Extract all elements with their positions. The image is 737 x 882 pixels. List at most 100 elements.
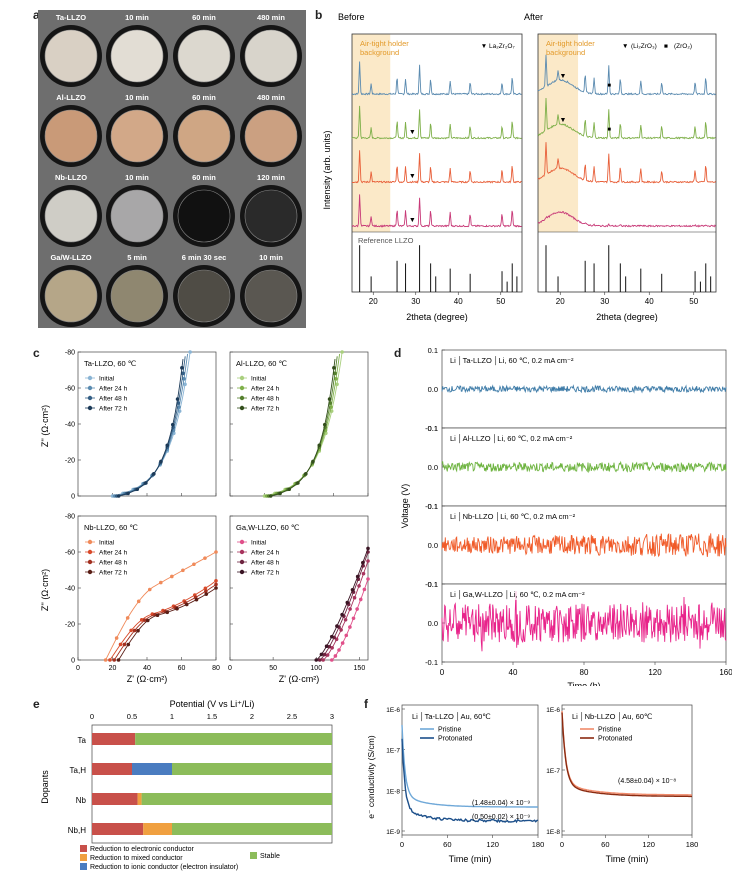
eis-point — [145, 618, 150, 623]
pellet-sample — [177, 189, 231, 243]
label-bg — [448, 511, 598, 522]
la2zr2o7-marker: ▼ — [409, 129, 416, 136]
eis-point — [340, 641, 345, 645]
eis-point — [183, 382, 187, 387]
pellet-label: 5 min — [127, 253, 147, 262]
eis-point — [344, 633, 349, 638]
pellet-label: Al-LLZO — [56, 93, 86, 102]
eis-point — [203, 556, 207, 560]
bar-segment — [141, 793, 332, 805]
pellet-sample — [177, 269, 231, 323]
eis-point — [116, 658, 121, 662]
x-axis-label: Time (min) — [449, 854, 492, 864]
pellet-sample — [110, 29, 164, 83]
eis-point — [129, 628, 133, 633]
bar-segment — [132, 763, 172, 775]
legend-label: After 72 h — [99, 570, 128, 577]
x-tick-label: 40 — [509, 668, 518, 677]
x-tick-label: 120 — [486, 840, 499, 849]
x-tick-label: 80 — [580, 668, 589, 677]
eis-point — [144, 481, 148, 485]
bar-segment — [135, 733, 332, 745]
x-tick-label: 0 — [228, 665, 232, 672]
x-tick-label: 2 — [250, 712, 254, 721]
x-tick-label: 20 — [556, 297, 565, 306]
pellet-sample — [244, 189, 298, 243]
voltage-trace — [441, 384, 727, 394]
pellet-label: 480 min — [257, 13, 285, 22]
y-tick-label: 1E-7 — [546, 768, 560, 775]
subpanel-title: Before — [338, 12, 365, 22]
x-tick-label: 80 — [212, 665, 220, 672]
x-tick-label: 50 — [269, 665, 277, 672]
voltage-trace — [441, 591, 727, 652]
shaded-label: Air-tight holder — [360, 39, 409, 48]
reference-label: Reference LLZO — [358, 236, 414, 245]
legend-label: Pristine — [598, 727, 621, 734]
legend-label: Initial — [99, 376, 115, 383]
eis-point — [350, 588, 355, 592]
eis-point — [181, 371, 185, 376]
x-tick-label: 20 — [109, 665, 117, 672]
eis-point — [142, 618, 147, 622]
eis-point — [362, 587, 367, 592]
bar-segment — [172, 823, 332, 835]
eis-point — [352, 595, 357, 600]
conductivity-curve — [561, 710, 692, 796]
eis-point — [348, 607, 352, 611]
y-tick-label: -0.1 — [425, 580, 438, 589]
eis-point — [327, 397, 332, 401]
legend-label: After 48 h — [251, 560, 280, 567]
eis-point — [204, 589, 208, 594]
legend-label: (ZrO₂) — [674, 43, 692, 50]
eis-point — [333, 654, 338, 658]
eis-point — [125, 616, 130, 620]
xrd-chart: Intensity (arb. units) Before Air-tight ho… — [322, 12, 717, 322]
y-tick-label: 0 — [71, 658, 75, 665]
subplot-title: Ga,W-LLZO, 60 ℃ — [236, 523, 300, 532]
legend-label: Reduction to ionic conductor (electron i… — [90, 864, 238, 871]
xrd-pattern — [351, 150, 522, 184]
eis-point — [351, 616, 356, 621]
eis-point — [188, 350, 192, 354]
eis-point — [333, 371, 337, 376]
x-tick-label: 30 — [411, 297, 420, 306]
eis-point — [327, 644, 332, 649]
x-tick-label: 50 — [496, 297, 505, 306]
plot-frame — [561, 704, 693, 836]
panel-label-d: d — [394, 346, 402, 360]
category-label: Nb,H — [68, 826, 86, 835]
pellet-label: 120 min — [257, 173, 285, 182]
eis-point — [136, 599, 141, 604]
legend-label: Initial — [251, 540, 267, 547]
pellet-label: 60 min — [192, 13, 216, 22]
y-tick-label: 1E-8 — [386, 788, 400, 795]
eis-point — [321, 658, 325, 662]
category-label: Ta — [78, 736, 87, 745]
panel-b: Intensity (arb. units) Before Air-tight ho… — [320, 10, 732, 330]
y-tick-label: -0.1 — [425, 424, 438, 433]
y-axis-label: Dopants — [40, 770, 50, 804]
x-tick-label: 2.5 — [287, 712, 297, 721]
panel-c: Z'' (Ω·cm²) Z'' (Ω·cm²) Z' (Ω·cm²) Z' (Ω·cm… — [40, 346, 380, 686]
eis-point — [311, 459, 315, 464]
y-tick-label: 1E-6 — [386, 707, 400, 714]
eis-chart: Z'' (Ω·cm²) Z'' (Ω·cm²) Z' (Ω·cm²) Z' (Ω·cm… — [40, 350, 370, 684]
legend-label: Protonated — [438, 736, 472, 743]
pellet-label: 60 min — [192, 93, 216, 102]
pellet-label: 60 min — [192, 173, 216, 182]
subplot-title: Ta-LLZO, 60 ℃ — [84, 359, 137, 368]
holder-background-region — [352, 34, 391, 232]
xrd-pattern — [351, 105, 522, 140]
eis-point — [204, 592, 209, 596]
legend-label: After 24 h — [99, 386, 128, 393]
pellet-label: Ta-LLZO — [56, 13, 86, 22]
label-bg — [448, 589, 598, 600]
x-tick-label: 30 — [600, 297, 609, 306]
y-tick-label: -40 — [65, 422, 75, 429]
x-tick-label: 1 — [170, 712, 174, 721]
eis-point — [159, 459, 163, 464]
eis-point — [112, 658, 117, 662]
pellet-label: Ga/W-LLZO — [50, 253, 91, 262]
panel-label-f: f — [364, 697, 368, 711]
